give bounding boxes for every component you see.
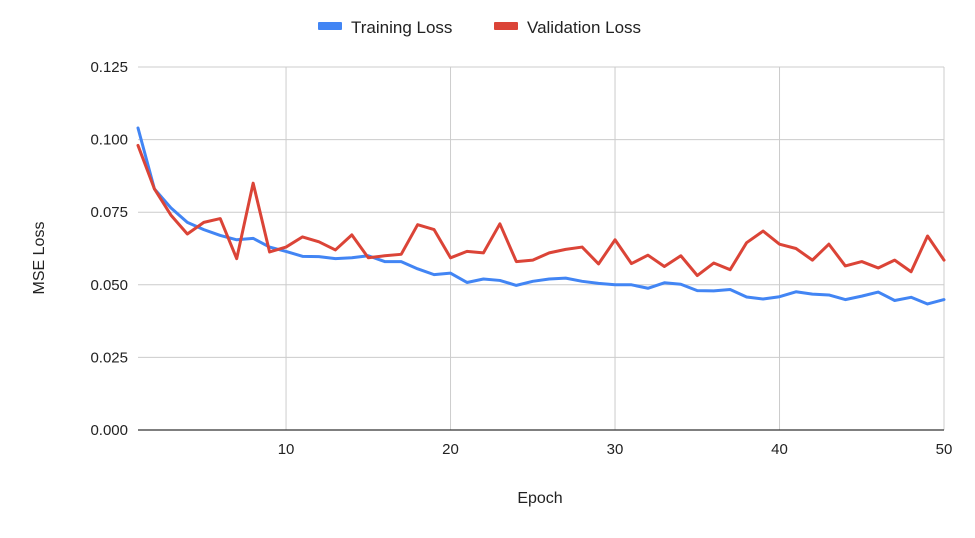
x-axis-title: Epoch [517, 490, 562, 507]
legend[interactable]: Training Loss Validation Loss [318, 18, 641, 37]
x-tick-label: 50 [936, 441, 953, 458]
x-tick-label: 10 [278, 441, 295, 458]
legend-item-training-loss[interactable]: Training Loss [318, 18, 452, 37]
y-tick-label: 0.025 [90, 349, 128, 366]
legend-label: Validation Loss [527, 18, 641, 37]
x-tick-label: 30 [607, 441, 624, 458]
legend-item-validation-loss[interactable]: Validation Loss [494, 18, 641, 37]
series-line-validation-loss [136, 143, 946, 278]
tick-labels: 0.000 0.025 0.050 0.075 0.100 0.125 10 20 30 40 50 [90, 59, 952, 458]
x-tick-label: 20 [442, 441, 459, 458]
legend-swatch [318, 22, 342, 30]
y-tick-label: 0.125 [90, 59, 128, 76]
y-tick-label: 0.050 [90, 277, 128, 294]
series-line-training-loss [136, 126, 946, 306]
y-axis-title: MSE Loss [31, 222, 48, 295]
legend-swatch [494, 22, 518, 30]
series-lines [136, 126, 946, 306]
x-tick-label: 40 [771, 441, 788, 458]
y-tick-label: 0.100 [90, 132, 128, 149]
legend-label: Training Loss [351, 18, 452, 37]
y-tick-label: 0.000 [90, 422, 128, 439]
y-tick-label: 0.075 [90, 204, 128, 221]
